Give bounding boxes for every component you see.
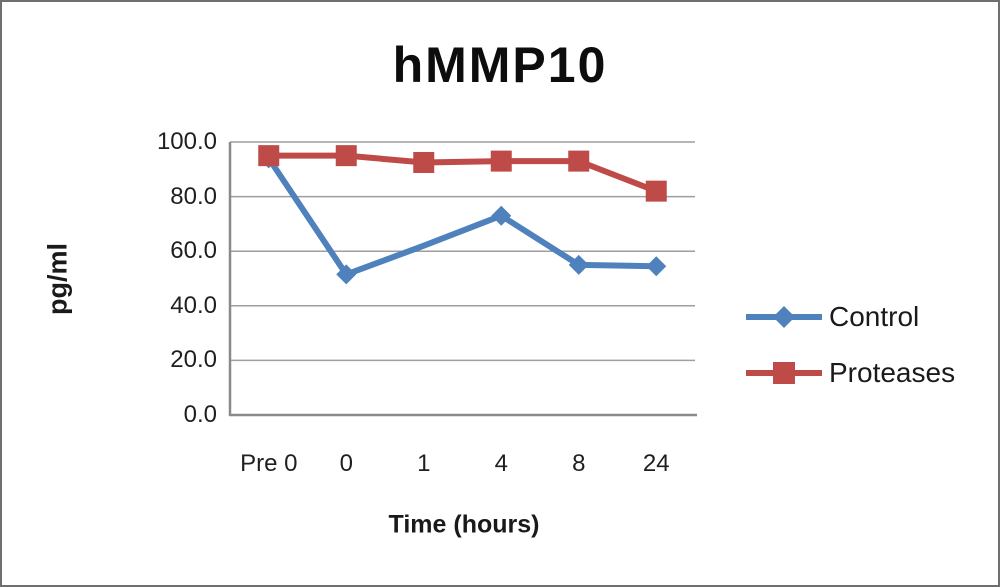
proteases-series-marker [568,150,590,172]
x-axis-tick-label: 8 [572,450,586,477]
x-axis-tick-label: 0 [339,450,353,477]
control-series-marker [336,264,357,285]
proteases-series-marker [335,145,357,167]
legend: Control Proteases [744,300,955,412]
y-axis-tick-label: 0.0 [183,401,217,428]
legend-label-control: Control [829,301,920,332]
y-axis-tick-label: 40.0 [170,291,217,319]
y-axis-tick-label: 100.0 [156,128,217,155]
proteases-series-marker [258,145,280,167]
control-series-marker [491,205,512,226]
x-axis-tick-label: 4 [494,450,508,477]
y-axis-tick-label: 80.0 [170,182,217,210]
x-axis-tick-label: Pre 0 [240,450,298,477]
y-axis-tick-label: 60.0 [170,237,217,265]
control-series-marker [646,256,667,277]
legend-item-proteases: Proteases [744,356,955,390]
x-axis-tick-label: 24 [642,450,670,477]
x-axis-tick-label: 1 [417,450,431,477]
legend-label-proteases: Proteases [829,357,956,388]
proteases-series-marker [490,150,512,172]
control-diamond-marker-icon [746,306,822,328]
proteases-series-line [265,152,660,195]
proteases-series-marker [413,151,435,173]
y-axis-tick-label: 20.0 [170,346,217,374]
proteases-series-marker [645,180,667,202]
control-series-marker [568,254,589,275]
x-axis-title: Time (hours) [388,510,540,539]
proteases-square-marker-icon [746,362,822,384]
chart-title: hMMP10 [392,37,608,93]
legend-item-control: Control [744,300,955,334]
control-series-line [265,155,660,278]
